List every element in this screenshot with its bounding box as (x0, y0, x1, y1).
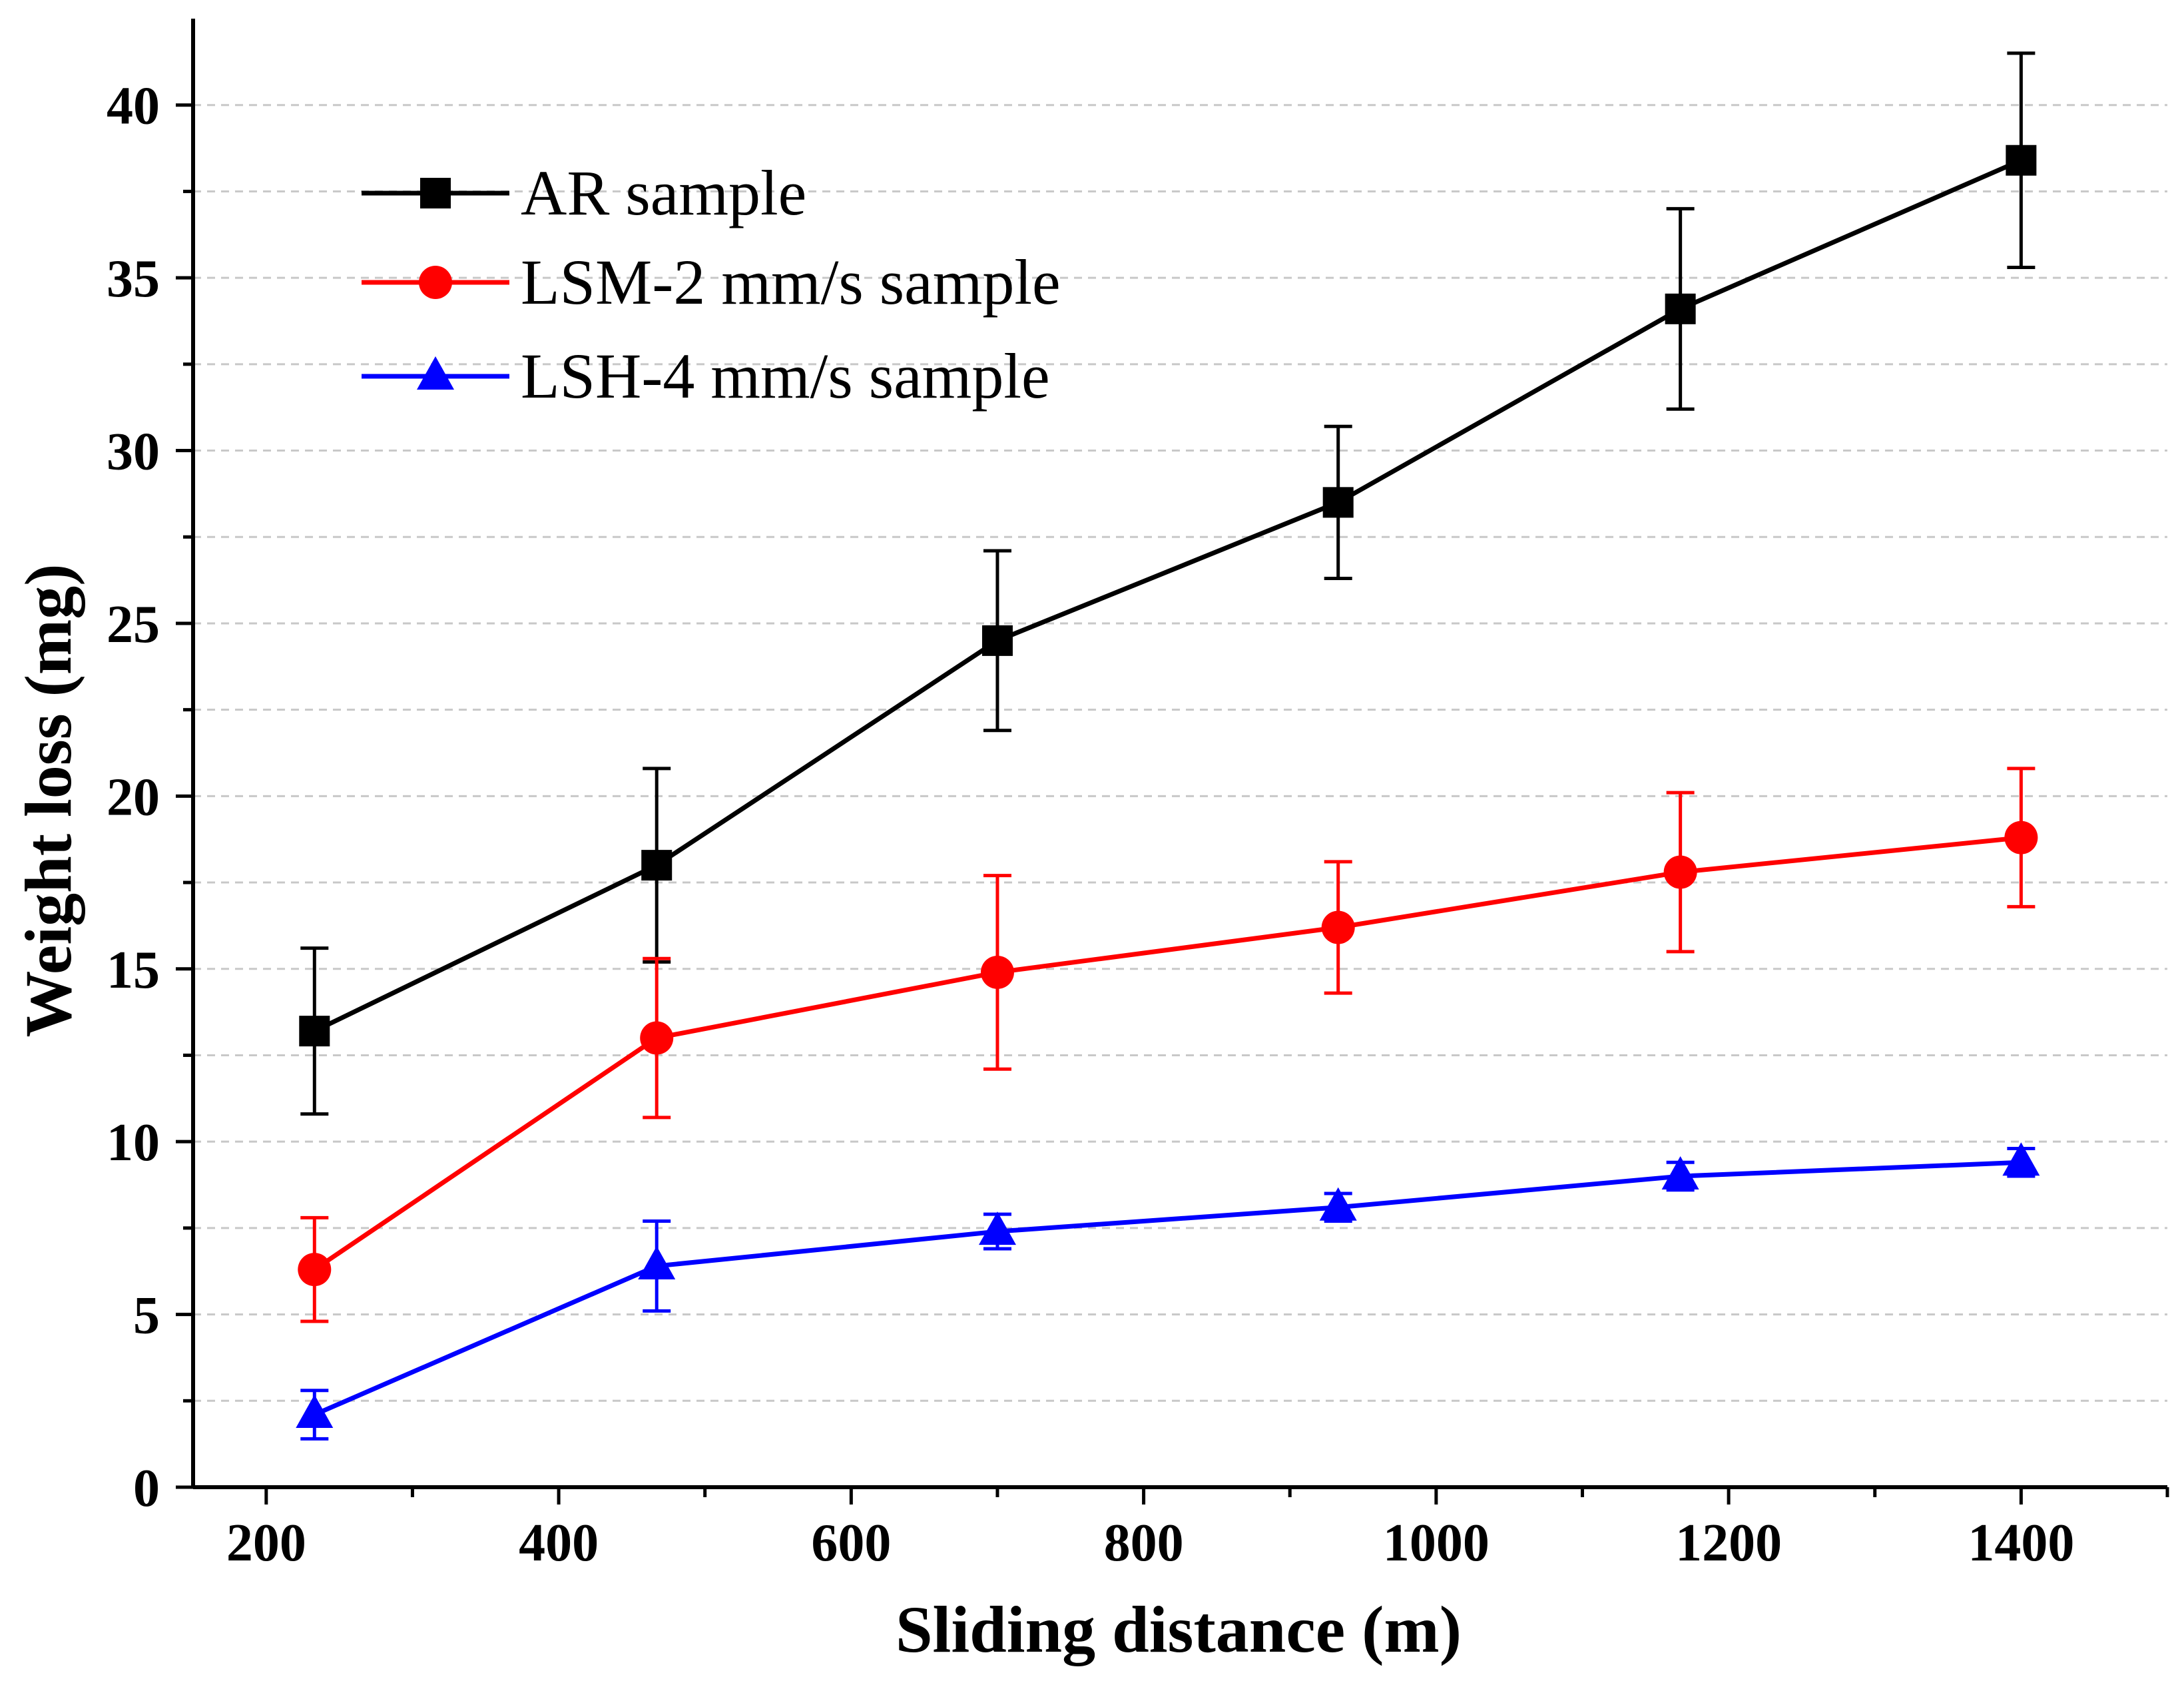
legend: AR sample LSM-2 mm/s sample LSH-4 mm/s sam… (362, 157, 1061, 412)
y-axis-title: Weight loss (mg) (11, 563, 85, 1037)
legend-label: LSM-2 mm/s sample (521, 246, 1061, 318)
x-tick-label: 1400 (1968, 1514, 2074, 1572)
data-point (296, 1395, 334, 1429)
x-tick-label: 800 (1104, 1514, 1184, 1572)
data-point (1319, 1187, 1357, 1221)
data-point (1321, 910, 1355, 944)
series-lsh-4-sample (296, 1142, 2040, 1441)
data-point (1663, 855, 1697, 889)
data-point (980, 955, 1014, 989)
x-axis-title: Sliding distance (m) (896, 1592, 1462, 1666)
y-tick-label: 30 (107, 423, 160, 482)
legend-label: LSH-4 mm/s sample (521, 340, 1050, 412)
x-tick-label: 400 (519, 1514, 599, 1572)
data-point (299, 1016, 330, 1047)
data-point (1665, 293, 1696, 324)
y-tick-label: 15 (107, 941, 160, 1000)
legend-label: AR sample (521, 157, 806, 228)
y-tick-label: 25 (107, 595, 160, 654)
axes: 0 5 10 15 20 25 30 35 40 200 400 600 800 1000 1200 1400 (107, 19, 2169, 1572)
line-ar-sample (313, 158, 2022, 1034)
legend-marker (419, 266, 452, 299)
y-tick-label: 0 (133, 1459, 160, 1518)
data-point (2004, 821, 2038, 854)
data-point (978, 1211, 1016, 1245)
data-point (981, 625, 1013, 656)
series-ar-sample (299, 51, 2037, 1116)
legend-marker (417, 356, 454, 390)
x-tick-label: 1000 (1383, 1514, 1490, 1572)
data-point (640, 1021, 674, 1055)
data-point (641, 850, 673, 881)
data-point (1661, 1156, 1699, 1190)
x-tick-label: 200 (226, 1514, 306, 1572)
data-point (638, 1245, 676, 1279)
line-lsm-2-sample (313, 835, 2022, 1272)
gridlines (193, 104, 2167, 1402)
data-point (1322, 487, 1354, 518)
series-lsm-2-sample (298, 767, 2038, 1323)
y-tick-label: 35 (107, 250, 160, 308)
data-point (2006, 145, 2037, 176)
series (296, 51, 2040, 1441)
y-tick-label: 5 (133, 1287, 160, 1345)
x-tick-label: 1200 (1675, 1514, 1782, 1572)
y-tick-label: 20 (107, 768, 160, 827)
legend-marker (420, 178, 451, 208)
data-point (298, 1253, 332, 1287)
line-lsh-4-sample (313, 1160, 2022, 1417)
x-tick-label: 600 (811, 1514, 891, 1572)
y-tick-label: 10 (107, 1114, 160, 1172)
y-tick-label: 40 (107, 77, 160, 136)
data-point (2002, 1142, 2040, 1176)
